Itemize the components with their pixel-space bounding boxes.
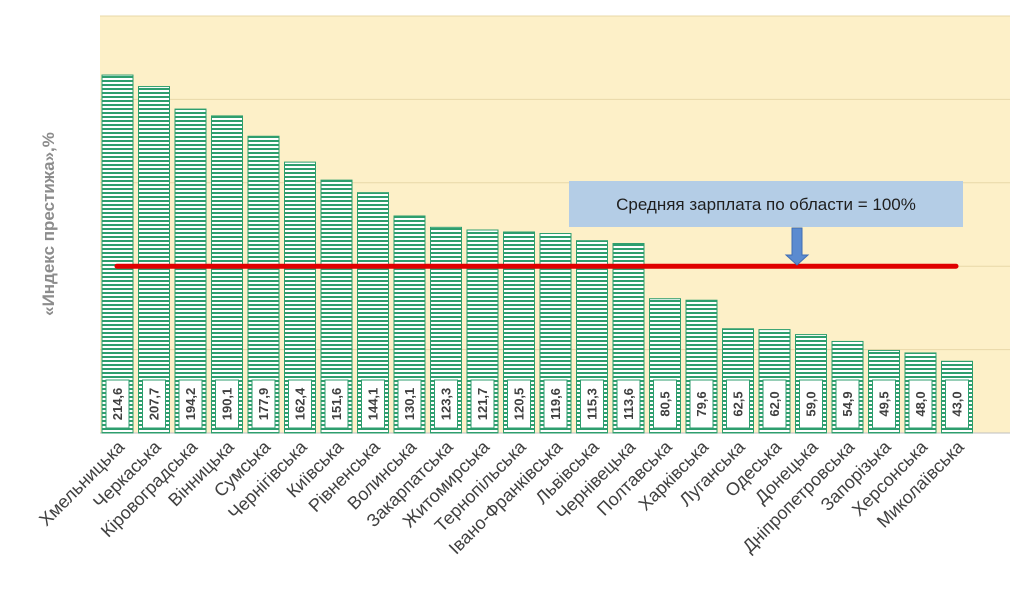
value-label-box — [105, 379, 130, 429]
value-label-box — [215, 379, 239, 429]
value-label: 80,5 — [658, 391, 673, 416]
value-label-box — [507, 379, 531, 429]
value-label-box — [908, 379, 933, 429]
value-label: 162,4 — [293, 387, 308, 420]
value-label: 120,5 — [512, 388, 527, 421]
value-label: 113,6 — [621, 388, 636, 420]
value-label-box — [799, 379, 823, 429]
value-label: 144,1 — [366, 388, 381, 421]
annotation-text: Средняя зарплата по области = 100% — [616, 195, 916, 214]
value-label: 194,2 — [183, 388, 198, 421]
value-label-box — [762, 379, 787, 429]
value-labels-group: 214,6 207,7 194,2 190,1 177,9 162,4 151,6 144,1… — [105, 379, 969, 429]
value-label: 119,6 — [548, 388, 563, 420]
value-label: 123,3 — [439, 388, 454, 421]
value-label-box — [142, 379, 166, 429]
value-label-box — [689, 379, 714, 429]
value-label-box — [470, 379, 495, 429]
value-label-box — [251, 379, 276, 429]
value-label: 79,6 — [694, 391, 709, 416]
value-label-box — [397, 379, 422, 429]
value-label-box — [543, 379, 568, 429]
value-label-box — [580, 379, 604, 429]
value-label-box — [726, 379, 750, 429]
value-label: 43,0 — [950, 391, 965, 416]
value-label-box — [361, 379, 385, 429]
arrow-down-icon — [784, 227, 810, 266]
value-label: 115,3 — [585, 388, 600, 420]
value-label: 49,5 — [877, 391, 892, 416]
value-label-box — [653, 379, 677, 429]
value-label: 190,1 — [220, 388, 235, 421]
value-label: 48,0 — [913, 391, 928, 416]
value-label: 214,6 — [110, 388, 125, 421]
value-label-box — [872, 379, 896, 429]
value-label: 130,1 — [402, 388, 417, 421]
annotation-box — [569, 181, 963, 227]
bar — [174, 108, 207, 434]
value-label: 59,0 — [804, 391, 819, 416]
value-label-box — [616, 379, 641, 429]
value-label: 62,0 — [767, 391, 782, 416]
value-label-box — [288, 379, 312, 429]
value-label-box — [178, 379, 203, 429]
value-label-box — [835, 379, 860, 429]
value-label: 177,9 — [256, 388, 271, 421]
value-label-box — [324, 379, 349, 429]
annotation-callout: Средняя зарплата по области = 100% — [569, 181, 963, 266]
value-label-box — [945, 379, 969, 429]
y-axis-label: «Индекс престижа»,% — [39, 132, 58, 316]
bar — [101, 74, 134, 434]
value-label: 207,7 — [147, 388, 162, 421]
value-label-box — [434, 379, 458, 429]
bar — [138, 86, 170, 434]
value-label: 121,7 — [475, 388, 490, 421]
category-labels-group: ХмельницькаЧеркаськаКіровоградськаВінниц… — [35, 436, 968, 558]
value-label: 62,5 — [731, 391, 746, 416]
value-label: 54,9 — [840, 391, 855, 416]
value-label: 151,6 — [329, 388, 344, 421]
